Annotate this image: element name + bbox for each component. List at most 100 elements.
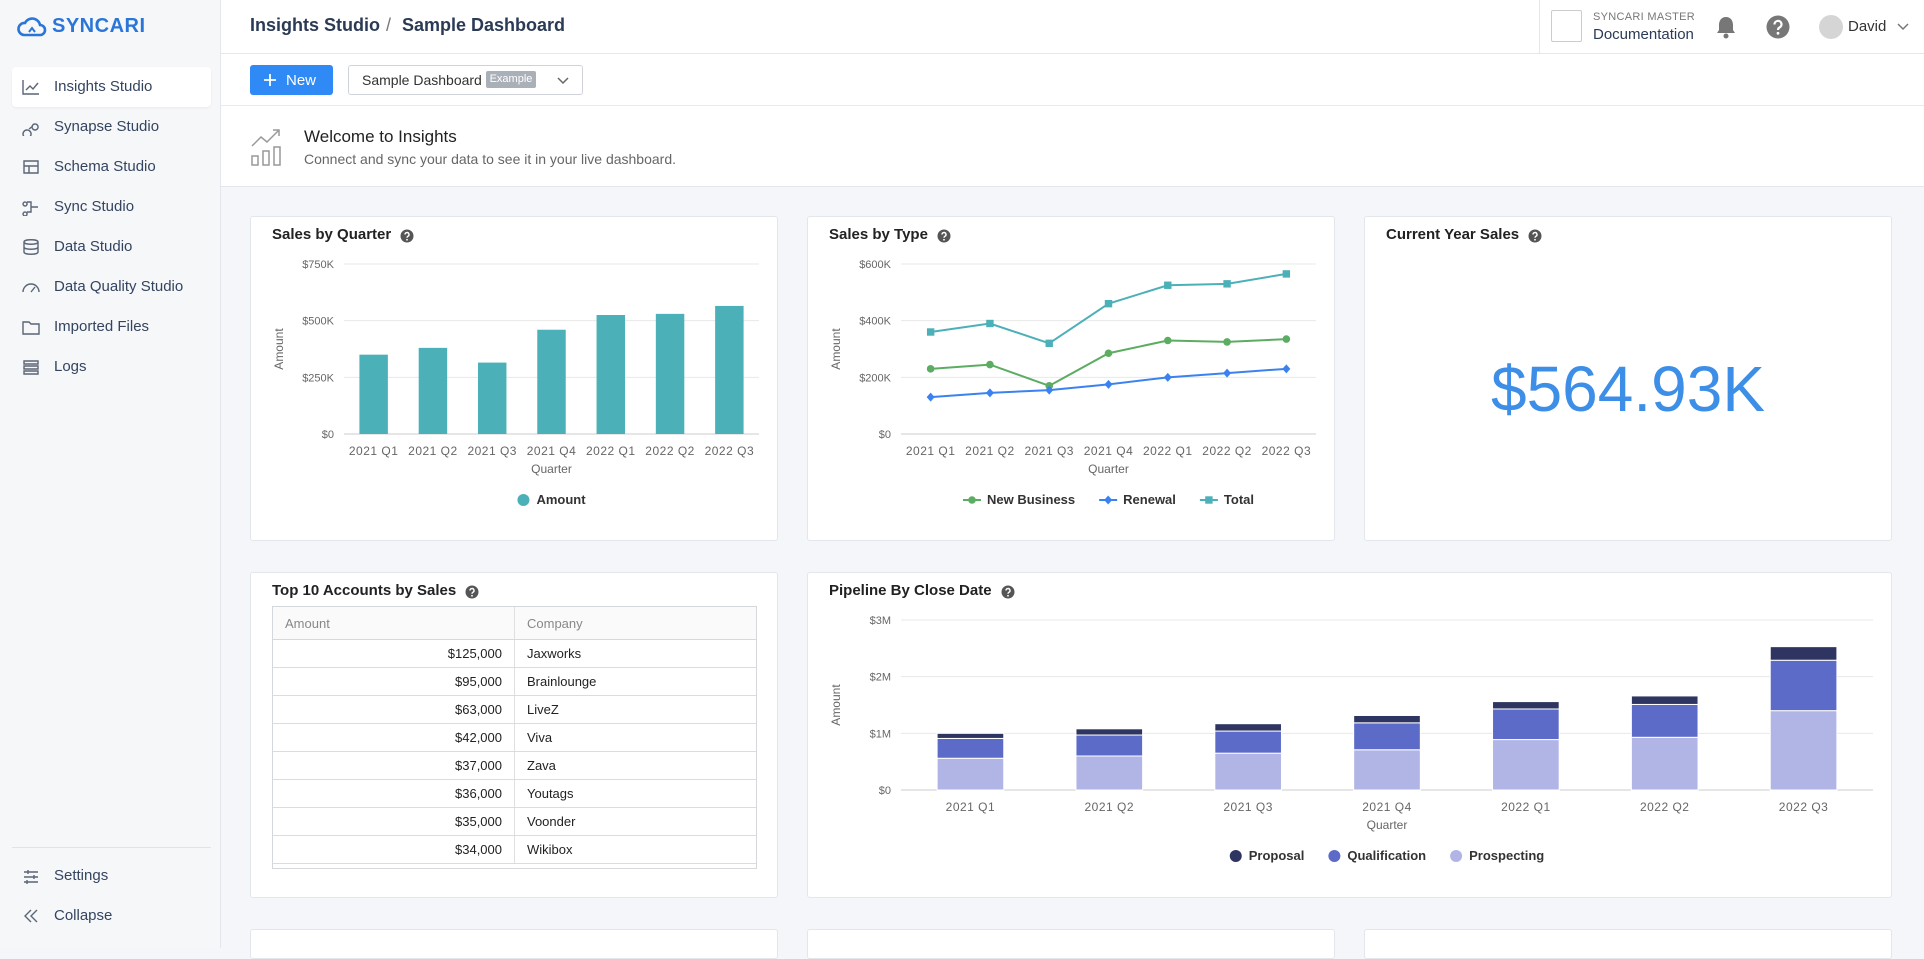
- help-glyph: [469, 587, 475, 594]
- help-icon[interactable]: [1766, 15, 1790, 39]
- x-tick-label: 2022 Q3: [1779, 800, 1829, 814]
- user-name[interactable]: David: [1848, 18, 1887, 35]
- x-tick-label: 2021 Q2: [965, 444, 1015, 458]
- breadcrumb[interactable]: Insights Studio: [250, 15, 380, 35]
- y-tick-label: $200K: [859, 372, 891, 384]
- bar: [936, 757, 1005, 791]
- help-circle: [937, 229, 951, 243]
- brand-logo: [17, 17, 47, 37]
- marker: [1045, 339, 1053, 348]
- table-row: $42,000 Viva: [273, 723, 756, 752]
- divider: [1539, 0, 1540, 54]
- marker: [1223, 368, 1232, 378]
- y-tick-label: $250K: [302, 372, 334, 384]
- new-button[interactable]: New: [250, 65, 333, 95]
- card-title: Sales by Quarter: [272, 226, 392, 243]
- nav-item[interactable]: Data Studio: [12, 227, 211, 267]
- nav-icon: [23, 360, 39, 375]
- table-card: Top 10 Accounts by Sales Amount Company $1…: [250, 572, 778, 898]
- card-title: Top 10 Accounts by Sales: [272, 582, 457, 599]
- badge: Example: [486, 71, 536, 88]
- x-tick-label: 2021 Q4: [1084, 444, 1134, 458]
- bar: [1492, 708, 1560, 741]
- x-tick-label: 2021 Q1: [946, 800, 996, 814]
- x-axis-label: Quarter: [531, 462, 572, 476]
- toolbar: New Sample Dashboard Example: [221, 54, 1924, 106]
- line: [930, 272, 1287, 345]
- x-tick-label: 2021 Q4: [1362, 800, 1412, 814]
- table-cell: $35,000: [273, 807, 515, 836]
- table-cell: Voonder: [514, 807, 756, 836]
- marker: [1223, 280, 1231, 288]
- x-tick-label: 2021 Q3: [1024, 444, 1074, 458]
- help-glyph: [1005, 587, 1011, 594]
- nav-item[interactable]: Imported Files: [12, 307, 211, 347]
- nav-item[interactable]: Data Quality Studio: [12, 267, 211, 307]
- nav-label: Sync Studio: [54, 198, 135, 215]
- brand-name: SYNCARI: [52, 15, 146, 37]
- legend-label: New Business: [987, 492, 1075, 507]
- help-icon: [465, 585, 479, 599]
- marker: [985, 388, 994, 398]
- table-cell: LiveZ: [514, 695, 756, 724]
- legend-label: Total: [1224, 492, 1254, 507]
- nav-label: Insights Studio: [54, 78, 153, 95]
- nav-item[interactable]: Collapse: [12, 896, 211, 936]
- table-header: Company: [514, 607, 756, 640]
- table-row: $95,000 Brainlounge: [273, 667, 756, 696]
- legend-label: Amount: [536, 492, 586, 507]
- y-tick-label: $0: [322, 429, 334, 441]
- help-dot: [1534, 238, 1536, 241]
- notifications-icon[interactable]: [1715, 15, 1737, 39]
- marker: [1223, 338, 1231, 346]
- help-glyph: [941, 231, 947, 238]
- nav-item[interactable]: Settings: [12, 856, 211, 896]
- y-tick-label: $500K: [302, 316, 334, 328]
- nav-icon: [22, 321, 40, 335]
- nav-icon: [24, 870, 38, 884]
- card-title: Sales by Type: [829, 226, 928, 243]
- legend-item: Proposal: [1229, 848, 1305, 863]
- bar: [537, 329, 566, 434]
- help-glyph: [404, 231, 410, 238]
- table-row: $63,000 LiveZ: [273, 695, 756, 724]
- legend-item: Total: [1199, 492, 1254, 507]
- table-row: $35,000 Voonder: [273, 807, 756, 836]
- table-row: $37,000 Zava: [273, 751, 756, 780]
- line: [930, 338, 1287, 387]
- help-icon: [1528, 229, 1542, 243]
- help-circle: [465, 585, 479, 599]
- bar: [1214, 723, 1282, 732]
- new-label: New: [286, 72, 317, 89]
- avatar[interactable]: [1819, 15, 1843, 39]
- nav-item[interactable]: Schema Studio: [12, 147, 211, 187]
- table-cell: Jaxworks: [514, 639, 756, 668]
- nav-item[interactable]: Insights Studio: [12, 67, 211, 107]
- y-tick-label: $0: [879, 785, 891, 797]
- dashboard-select[interactable]: Sample Dashboard Example: [348, 65, 583, 95]
- marker: [1104, 379, 1113, 389]
- y-axis-label: Amount: [272, 328, 286, 370]
- table-cell: $125,000: [273, 639, 515, 668]
- nav-label: Data Studio: [54, 238, 133, 255]
- nav-item[interactable]: Sync Studio: [12, 187, 211, 227]
- x-tick-label: 2021 Q4: [527, 444, 577, 458]
- bar: [936, 737, 1005, 759]
- nav-icon: [23, 160, 39, 174]
- nav-item[interactable]: Logs: [12, 347, 211, 387]
- legend-label: Proposal: [1249, 848, 1305, 863]
- table-cell: Zava: [514, 751, 756, 780]
- marker: [1163, 336, 1172, 345]
- x-tick-label: 2022 Q2: [1202, 444, 1252, 458]
- table-row: $125,000 Jaxworks: [273, 639, 756, 668]
- legend-swatch: [1450, 850, 1463, 862]
- nav-item[interactable]: Synapse Studio: [12, 107, 211, 147]
- account-name[interactable]: Documentation: [1593, 26, 1694, 43]
- legend-swatch: [517, 494, 530, 506]
- x-tick-label: 2022 Q3: [705, 444, 755, 458]
- marker: [986, 319, 994, 328]
- breadcrumb-separator: /: [386, 15, 392, 35]
- legend-swatch: [1104, 495, 1113, 505]
- marker: [926, 392, 935, 402]
- breadcrumb: Sample Dashboard: [402, 15, 566, 35]
